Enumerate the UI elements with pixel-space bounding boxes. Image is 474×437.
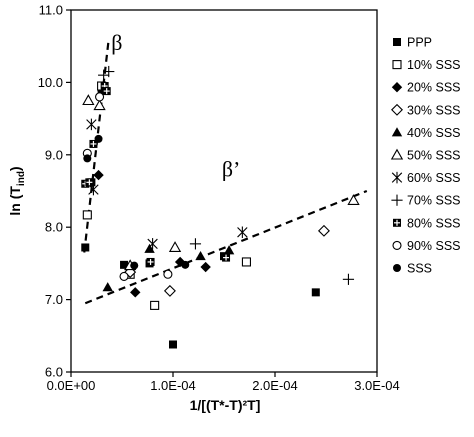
point-40pct-sss bbox=[223, 245, 235, 255]
plot-area bbox=[70, 9, 378, 373]
y-axis: 6.0 7.0 8.0 9.0 10.0 11.0 bbox=[38, 3, 71, 380]
y-tick-label: 7.0 bbox=[45, 292, 63, 307]
legend-label-60pct-sss: 60% SSS bbox=[407, 171, 461, 185]
point-30pct-sss bbox=[317, 224, 330, 237]
x-tick-label: 2.0E-04 bbox=[252, 378, 298, 393]
point-20pct-sss bbox=[200, 261, 211, 273]
point-40pct-sss bbox=[144, 243, 155, 253]
point-10pct-sss bbox=[241, 257, 251, 267]
trendline-beta-prime bbox=[84, 189, 368, 305]
legend-label-40pct-sss: 40% SSS bbox=[407, 126, 461, 140]
point-60pct-sss bbox=[88, 183, 99, 196]
point-60pct-sss bbox=[237, 226, 248, 239]
y-tick-label: 9.0 bbox=[45, 147, 63, 162]
annotation-beta: β bbox=[111, 30, 122, 55]
point-ppp bbox=[311, 288, 320, 297]
point-ppp bbox=[169, 340, 177, 349]
legend-marker-sss bbox=[393, 264, 401, 272]
point-80pct-sss bbox=[146, 257, 155, 266]
legend-marker-20pct-sss bbox=[391, 82, 403, 93]
point-sss bbox=[94, 134, 103, 143]
legend: PPP 10% SSS 20% SSS 30% SSS 40% SSS 50% SSS 60… bbox=[390, 36, 461, 276]
x-axis: 0.0E+00 1.0E-04 2.0E-04 3.0E-04 bbox=[47, 372, 400, 393]
x-tick-label: 1.0E-04 bbox=[150, 378, 196, 393]
point-90pct-sss bbox=[119, 271, 129, 281]
legend-label-90pct-sss: 90% SSS bbox=[407, 239, 461, 253]
point-20pct-sss bbox=[130, 287, 141, 298]
point-40pct-sss bbox=[102, 282, 113, 292]
x-tick-label: 3.0E-04 bbox=[354, 378, 400, 393]
legend-label-ppp: PPP bbox=[407, 36, 432, 50]
point-80pct-sss bbox=[89, 139, 98, 148]
y-tick-label: 8.0 bbox=[45, 220, 63, 235]
annotations: β β’ bbox=[111, 30, 240, 182]
legend-label-50pct-sss: 50% SSS bbox=[407, 149, 461, 163]
point-60pct-sss bbox=[86, 118, 97, 131]
point-sss bbox=[130, 261, 139, 270]
point-40pct-sss bbox=[195, 250, 206, 261]
point-10pct-sss bbox=[150, 300, 160, 310]
point-50pct-sss bbox=[93, 99, 106, 111]
trendlines bbox=[83, 38, 368, 305]
point-30pct-sss bbox=[163, 284, 176, 297]
point-70pct-sss bbox=[189, 238, 202, 250]
legend-marker-ppp bbox=[393, 38, 401, 46]
data-points bbox=[81, 65, 360, 349]
legend-marker-60pct-sss bbox=[391, 171, 403, 184]
point-70pct-sss bbox=[342, 273, 355, 285]
point-10pct-sss bbox=[82, 210, 92, 220]
legend-label-30pct-sss: 30% SSS bbox=[407, 103, 461, 117]
point-50pct-sss bbox=[347, 194, 360, 205]
y-axis-title-subscript: ind bbox=[16, 171, 27, 186]
legend-label-70pct-sss: 70% SSS bbox=[407, 194, 461, 208]
legend-marker-10pct-sss bbox=[392, 60, 402, 70]
y-axis-title-main: ln (T bbox=[7, 186, 23, 216]
point-80pct-sss bbox=[102, 87, 111, 96]
y-tick-label: 6.0 bbox=[45, 365, 63, 380]
point-90pct-sss bbox=[163, 269, 173, 279]
point-ppp bbox=[120, 260, 129, 269]
legend-marker-70pct-sss bbox=[391, 194, 403, 206]
legend-marker-40pct-sss bbox=[391, 127, 403, 137]
point-90pct-sss bbox=[95, 92, 105, 102]
legend-marker-80pct-sss bbox=[393, 218, 401, 227]
legend-label-20pct-sss: 20% SSS bbox=[407, 81, 461, 95]
point-sss bbox=[181, 260, 190, 269]
point-sss bbox=[83, 154, 92, 163]
point-50pct-sss bbox=[168, 241, 182, 253]
y-tick-label: 10.0 bbox=[38, 75, 63, 90]
point-80pct-sss bbox=[85, 178, 94, 187]
legend-marker-30pct-sss bbox=[391, 103, 403, 116]
point-60pct-sss bbox=[147, 238, 158, 250]
legend-marker-90pct-sss bbox=[392, 240, 402, 250]
legend-label-10pct-sss: 10% SSS bbox=[407, 58, 461, 72]
x-tick-label: 0.0E+00 bbox=[47, 378, 96, 393]
point-70pct-sss bbox=[103, 65, 115, 78]
y-tick-label: 11.0 bbox=[39, 3, 63, 18]
point-20pct-sss bbox=[93, 169, 104, 181]
legend-label-80pct-sss: 80% SSS bbox=[407, 216, 461, 230]
annotation-beta-prime: β’ bbox=[222, 157, 241, 182]
point-ppp bbox=[81, 243, 90, 252]
legend-label-sss: SSS bbox=[407, 262, 432, 276]
legend-marker-50pct-sss bbox=[390, 148, 404, 160]
x-axis-title: 1/[(T*-T)²T] bbox=[190, 397, 261, 413]
point-50pct-sss bbox=[82, 94, 95, 106]
y-axis-title-close: ) bbox=[7, 166, 23, 171]
y-axis-title: ln (Tind) bbox=[7, 166, 27, 215]
point-80pct-sss bbox=[222, 253, 231, 262]
